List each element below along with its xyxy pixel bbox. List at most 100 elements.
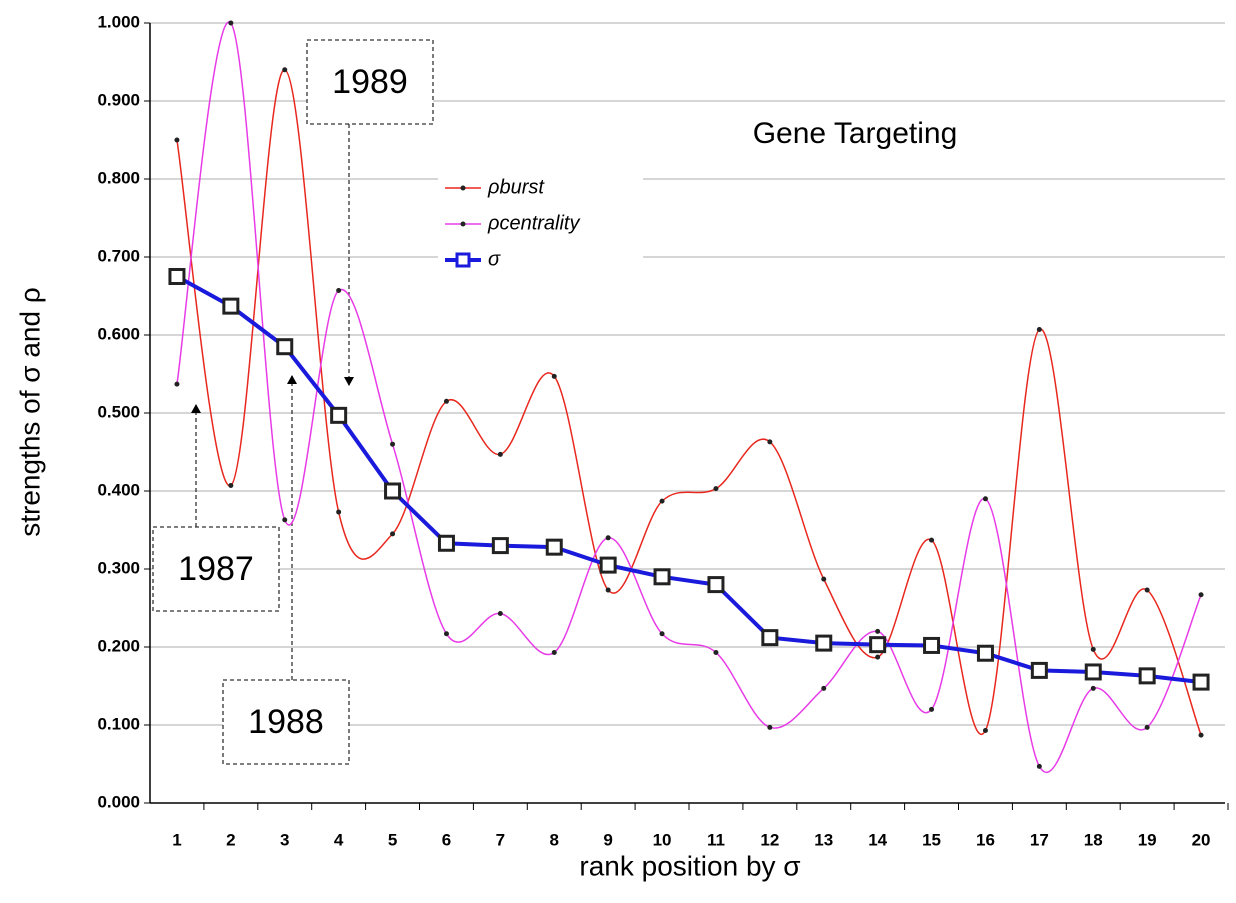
annotation-text: 1987 [178,550,254,588]
point [1198,732,1204,738]
x-tick-label: 4 [334,830,344,849]
point [605,535,611,541]
point [875,654,881,660]
point [497,610,503,616]
legend-label: ρburst [487,176,545,198]
y-tick-label: 0.200 [97,636,140,655]
annotation-box [306,39,434,125]
point [929,537,935,543]
legend-marker [460,185,466,191]
x-tick-label: 14 [868,830,887,849]
point [282,517,288,523]
point [982,496,988,502]
point [1144,724,1150,730]
x-tick-label: 6 [442,830,451,849]
x-tick-label: 2 [226,830,235,849]
point [330,406,348,424]
y-tick-label: 0.400 [97,480,140,499]
point [713,486,719,492]
point [384,482,402,500]
y-tick-label: 0.700 [97,246,140,265]
legend-marker [460,221,466,227]
point [1090,685,1096,691]
point [497,451,503,457]
point [1036,763,1042,769]
point [1030,661,1048,679]
point [659,498,665,504]
x-tick-label: 17 [1030,830,1049,849]
point [437,534,455,552]
point [1192,673,1210,691]
point [168,268,186,285]
point [653,568,671,586]
x-tick-label: 20 [1192,830,1211,849]
point [443,398,449,404]
point [491,537,509,555]
point [707,576,725,594]
y-tick-label: 0.100 [97,714,140,733]
x-tick-label: 1 [172,830,181,849]
x-tick-label: 8 [550,830,559,849]
point [1138,667,1156,685]
y-tick-label: 0.900 [97,90,140,109]
x-tick-label: 12 [760,830,779,849]
x-tick-label: 11 [707,830,725,849]
annotation-text: 1988 [248,703,324,741]
x-tick-label: 18 [1084,830,1103,849]
annotation-text: 1989 [332,63,408,101]
x-tick-label: 7 [496,830,505,849]
x-tick-label: 9 [603,830,612,849]
point [390,531,396,537]
point [767,724,773,730]
x-axis-label: rank position by σ [579,850,800,881]
point [815,634,833,652]
point [228,483,234,489]
y-axis-label: strengths of σ and ρ [14,287,45,537]
x-tick-label: 3 [280,830,289,849]
point [545,538,563,556]
point [1084,663,1102,681]
y-tick-label: 0.000 [97,792,140,811]
point [390,441,396,447]
point [923,636,941,654]
point [174,381,180,387]
point [761,629,779,647]
point [821,685,827,691]
point [982,727,988,733]
point [336,288,342,294]
point [1198,592,1204,598]
x-tick-label: 15 [922,830,941,849]
x-tick-label: 10 [653,830,672,849]
point [551,649,557,655]
point [443,631,449,637]
y-tick-label: 0.800 [97,168,140,187]
legend-label: ρcentrality [487,212,580,234]
y-tick-label: 0.600 [97,324,140,343]
point [336,509,342,515]
x-tick-label: 13 [814,830,833,849]
point [976,644,994,662]
point [767,439,773,445]
y-tick-label: 0.300 [97,558,140,577]
point [174,137,180,143]
legend-label: σ [488,248,501,270]
point [599,556,617,574]
point [713,649,719,655]
point [222,297,240,315]
point [1090,646,1096,652]
point [929,706,935,712]
point [605,587,611,593]
series-line [176,21,1202,773]
point [551,373,557,379]
y-tick-label: 0.500 [97,402,140,421]
point [821,576,827,582]
point [1144,587,1150,593]
point [276,338,294,356]
chart-title: Gene Targeting [753,117,958,150]
series-line [175,274,1202,685]
y-tick-label: 1.000 [97,12,140,31]
annotation-box [222,679,350,765]
legend-marker [455,252,471,268]
point [228,20,234,26]
